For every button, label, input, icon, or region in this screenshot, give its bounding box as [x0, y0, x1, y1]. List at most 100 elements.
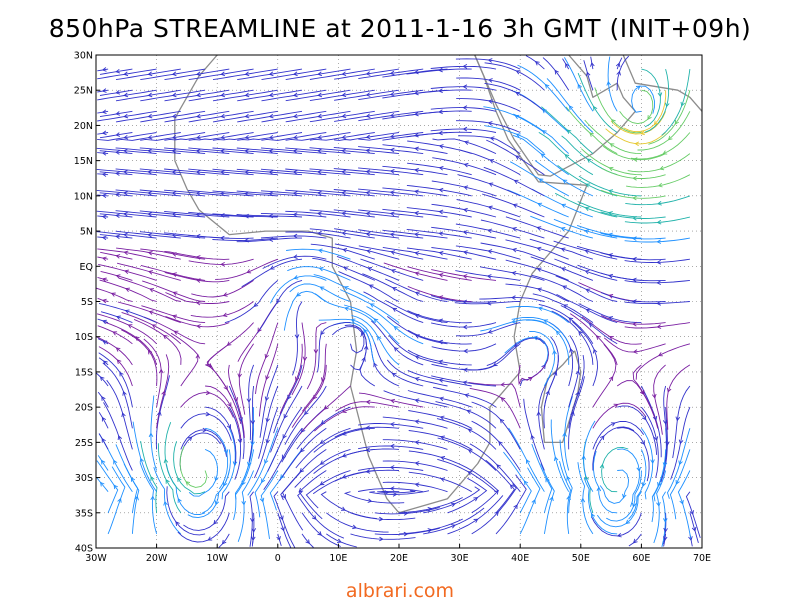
flow-arrowhead	[657, 182, 663, 188]
flow-arrowhead	[195, 134, 201, 140]
flow-arrowhead	[498, 440, 503, 446]
flow-arrowhead	[102, 319, 107, 325]
streamline	[301, 512, 341, 547]
streamline	[542, 57, 570, 91]
flow-arrowhead	[666, 387, 672, 393]
flow-arrowhead	[246, 398, 252, 404]
flow-arrowhead	[244, 213, 249, 219]
flow-arrowhead	[384, 490, 390, 495]
flow-arrowhead	[569, 347, 574, 353]
flow-arrowhead	[438, 109, 443, 115]
streamline	[96, 147, 157, 155]
flow-arrowhead	[584, 229, 590, 234]
flow-arrowhead	[389, 70, 395, 76]
flow-arrowhead	[488, 182, 494, 187]
flow-arrowhead	[439, 435, 445, 440]
flow-arrowhead	[300, 447, 305, 453]
flow-arrowhead	[634, 141, 640, 147]
flow-arrowhead	[268, 134, 274, 140]
flow-arrowhead	[261, 478, 266, 484]
flow-arrowhead	[537, 202, 543, 207]
flow-arrowhead	[590, 61, 595, 67]
flow-arrowhead	[150, 476, 155, 481]
flow-arrowhead	[632, 195, 637, 201]
flow-arrows	[99, 58, 697, 545]
flow-arrowhead	[487, 205, 493, 211]
flow-arrowhead	[369, 303, 375, 308]
flow-arrowhead	[100, 459, 106, 465]
flow-arrowhead	[462, 230, 468, 235]
flow-arrowhead	[361, 356, 366, 362]
flow-arrowhead	[440, 456, 446, 461]
flow-arrowhead	[438, 67, 443, 73]
flow-arrowhead	[264, 459, 269, 465]
flow-arrowhead	[268, 92, 274, 98]
flow-arrowhead	[414, 146, 419, 152]
flow-arrowhead	[206, 363, 212, 369]
flow-arrowhead	[110, 292, 116, 297]
flow-arrowhead	[403, 531, 409, 537]
flow-arrowhead	[365, 447, 371, 453]
flow-arrowhead	[365, 148, 371, 153]
flow-arrowhead	[584, 206, 590, 211]
coastlines	[174, 55, 702, 514]
flow-arrowhead	[515, 155, 520, 160]
flow-arrowhead	[511, 226, 517, 232]
flow-arrowhead	[171, 148, 177, 154]
flow-arrowhead	[283, 413, 288, 419]
flow-arrowhead	[115, 192, 120, 197]
flow-arrowhead	[323, 405, 329, 410]
flow-arrowhead	[195, 169, 201, 175]
flow-arrowhead	[440, 477, 446, 482]
flow-arrowhead	[172, 291, 178, 296]
flow-arrowhead	[403, 511, 409, 516]
flow-arrowhead	[241, 500, 246, 506]
flow-arrowhead	[489, 159, 495, 164]
flow-arrowhead	[662, 462, 668, 468]
streamline	[218, 533, 230, 548]
flow-arrowhead	[264, 353, 269, 359]
flow-arrowhead	[513, 342, 519, 347]
x-tick-label: 50E	[572, 553, 590, 564]
flow-arrowhead	[631, 256, 637, 262]
flow-arrowhead	[492, 362, 498, 367]
flow-arrowhead	[560, 227, 566, 232]
flow-arrowhead	[389, 91, 395, 97]
flow-arrowhead	[373, 362, 378, 368]
streamline	[96, 372, 109, 387]
x-tick-label: 70E	[693, 553, 711, 564]
flow-arrowhead	[341, 408, 347, 413]
flow-arrowhead	[489, 136, 495, 141]
flow-arrowhead	[292, 169, 298, 175]
flow-arrowhead	[147, 169, 153, 175]
flow-arrowhead	[608, 316, 614, 321]
coastline	[622, 55, 702, 112]
flow-arrowhead	[125, 287, 130, 292]
flow-arrowhead	[340, 506, 346, 511]
flow-arrowhead	[237, 373, 242, 379]
flow-arrowhead	[123, 190, 128, 196]
flow-arrowhead	[584, 269, 590, 275]
flow-arrowhead	[101, 235, 107, 241]
flow-arrowhead	[467, 428, 473, 433]
flow-arrowhead	[608, 336, 614, 341]
flow-arrowhead	[147, 190, 153, 196]
flow-arrowhead	[320, 420, 326, 425]
flow-arrowhead	[379, 536, 384, 542]
flow-arrowhead	[219, 191, 225, 196]
flow-arrowhead	[635, 85, 641, 90]
flow-arrowhead	[134, 336, 140, 341]
flow-arrowhead	[523, 480, 529, 486]
flow-arrowhead	[292, 148, 298, 154]
flow-arrowhead	[656, 324, 662, 329]
flow-arrowhead	[657, 352, 663, 357]
flow-arrowhead	[688, 536, 693, 542]
y-tick-label: 20S	[75, 403, 93, 414]
flow-arrowhead	[678, 439, 684, 445]
y-tick-label: 10S	[75, 332, 93, 343]
flow-arrowhead	[514, 114, 520, 120]
flow-arrowhead	[367, 266, 373, 272]
flow-arrowhead	[316, 190, 322, 196]
flow-arrowhead	[537, 287, 542, 292]
flow-arrowhead	[487, 249, 493, 254]
